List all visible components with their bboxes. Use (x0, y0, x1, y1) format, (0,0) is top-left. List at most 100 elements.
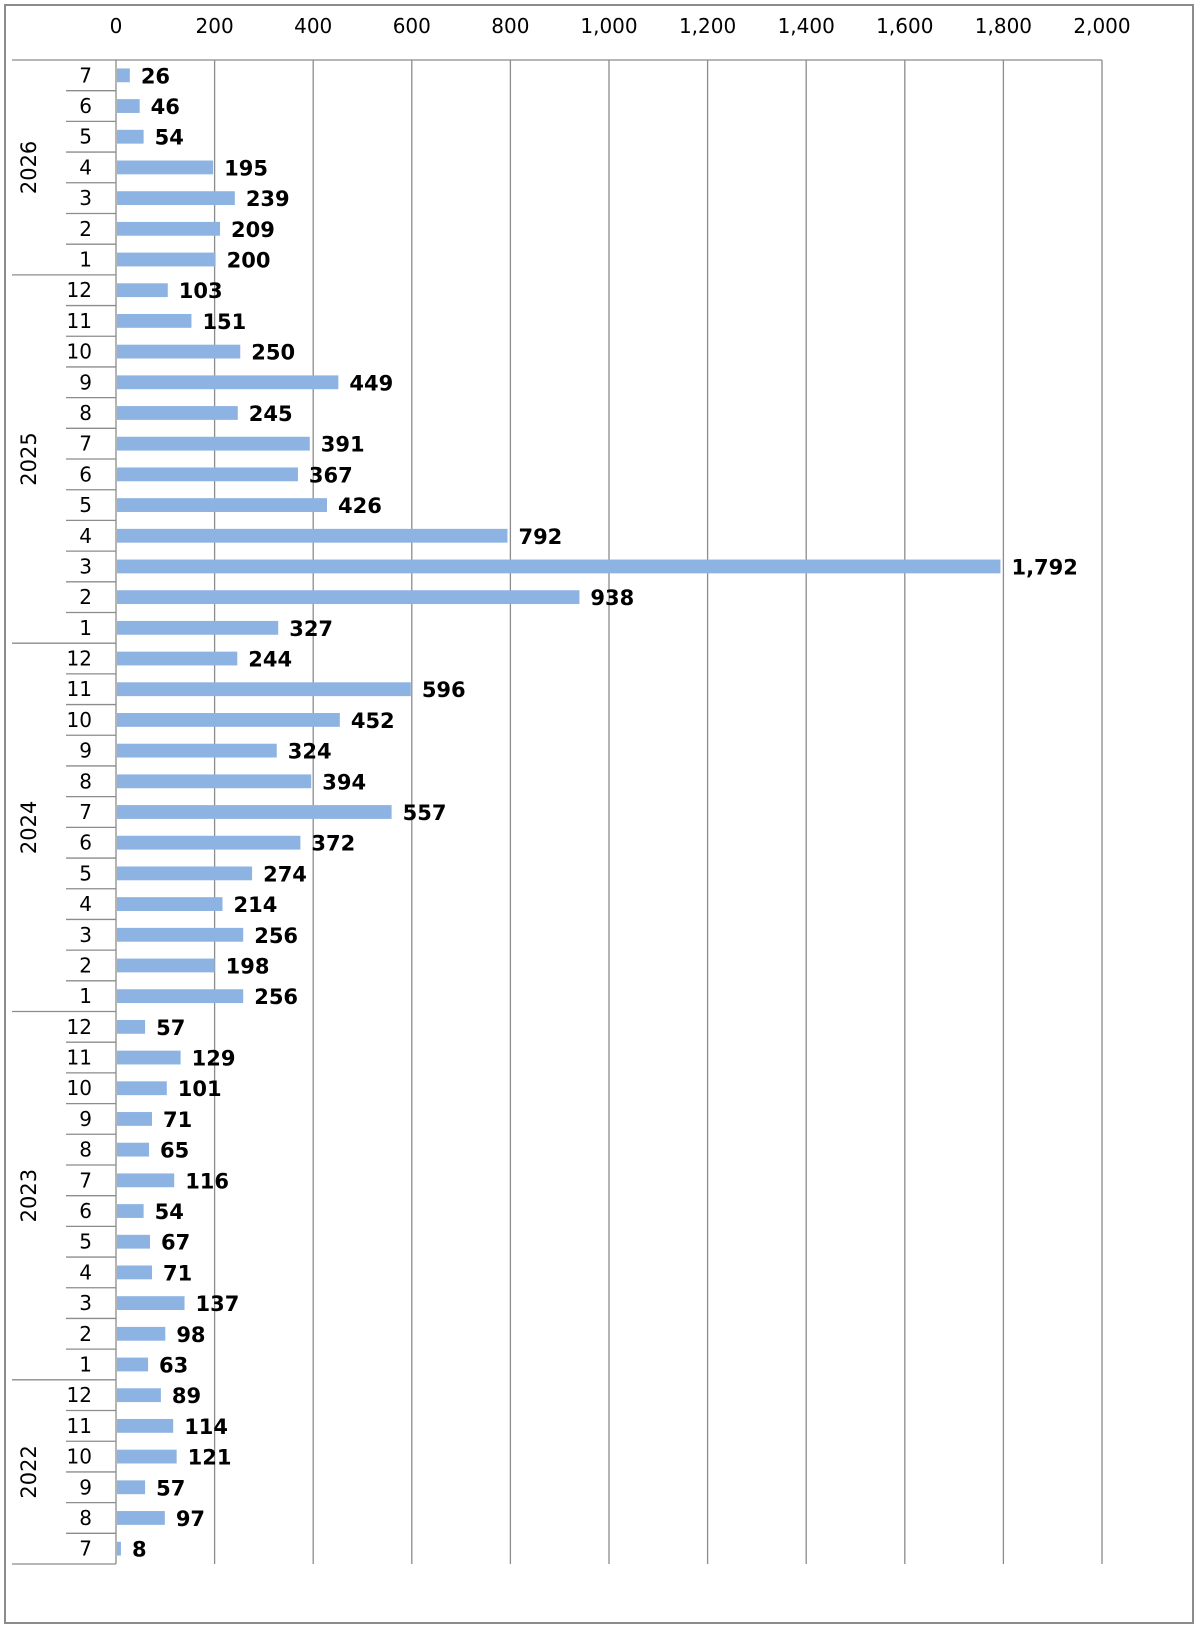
bar (117, 989, 244, 1004)
month-label: 8 (79, 1138, 92, 1162)
month-label: 10 (67, 1445, 92, 1469)
month-label: 7 (79, 1537, 92, 1561)
month-label: 7 (79, 63, 92, 87)
x-tick-label: 400 (294, 14, 332, 38)
month-label: 5 (79, 493, 92, 517)
month-label: 3 (79, 554, 92, 578)
data-label: 137 (196, 1292, 240, 1316)
month-label: 4 (79, 1260, 92, 1284)
data-label: 596 (422, 678, 466, 702)
data-label: 792 (518, 525, 562, 549)
month-label: 4 (79, 155, 92, 179)
bar (117, 1173, 175, 1188)
bar (117, 1081, 167, 1096)
bar (117, 866, 253, 881)
month-label: 2 (79, 585, 92, 609)
data-label: 116 (185, 1169, 229, 1193)
month-label: 8 (79, 401, 92, 425)
data-label: 250 (251, 341, 295, 365)
bar (117, 774, 312, 789)
data-label: 394 (322, 770, 366, 794)
x-tick-label: 0 (110, 14, 123, 38)
year-label: 2025 (17, 432, 41, 485)
data-label: 57 (156, 1016, 185, 1040)
month-label: 3 (79, 1291, 92, 1315)
data-label: 244 (248, 648, 292, 672)
data-label: 372 (311, 832, 355, 856)
bar (117, 528, 508, 543)
month-label: 6 (79, 831, 92, 855)
month-label: 1 (79, 984, 92, 1008)
data-label: 54 (155, 126, 184, 150)
data-label: 557 (403, 801, 447, 825)
data-label: 71 (163, 1261, 192, 1285)
bar (117, 713, 340, 727)
data-label: 426 (338, 494, 382, 518)
month-label: 1 (79, 616, 92, 640)
month-label: 10 (67, 708, 92, 732)
data-label: 324 (288, 740, 332, 764)
month-label: 3 (79, 923, 92, 947)
data-label: 101 (178, 1077, 222, 1101)
data-label: 327 (289, 617, 333, 641)
bar (117, 1265, 153, 1280)
data-label: 245 (249, 402, 293, 426)
bar (117, 1204, 144, 1218)
month-label: 5 (79, 861, 92, 885)
bar (117, 436, 310, 451)
data-label: 114 (184, 1415, 228, 1439)
month-label: 8 (79, 769, 92, 793)
x-tick-label: 1,000 (580, 14, 637, 38)
month-label: 2 (79, 217, 92, 241)
month-label: 10 (67, 340, 92, 364)
bar (117, 590, 580, 605)
year-label: 2022 (17, 1445, 41, 1498)
month-label: 10 (67, 1076, 92, 1100)
month-label: 7 (79, 432, 92, 456)
bar (117, 1019, 146, 1034)
data-label: 54 (155, 1200, 184, 1224)
bar (117, 682, 411, 697)
data-label: 67 (161, 1231, 190, 1255)
month-label: 4 (79, 892, 92, 916)
month-label: 2 (79, 1322, 92, 1346)
x-tick-label: 1,800 (975, 14, 1032, 38)
data-label: 129 (192, 1047, 236, 1071)
bar (117, 313, 192, 328)
month-label: 6 (79, 462, 92, 486)
month-label: 9 (79, 1475, 92, 1499)
month-label: 7 (79, 800, 92, 824)
bar (117, 897, 223, 911)
bar (117, 958, 215, 973)
data-label: 71 (163, 1108, 192, 1132)
month-label: 5 (79, 125, 92, 149)
bar (117, 375, 339, 390)
month-label: 12 (67, 1383, 92, 1407)
bar (117, 1511, 165, 1525)
data-label: 89 (172, 1384, 201, 1408)
month-label: 11 (67, 1414, 92, 1438)
bar (117, 1357, 149, 1372)
month-label: 12 (67, 1015, 92, 1039)
bar (117, 191, 235, 206)
data-label: 57 (156, 1476, 185, 1500)
month-label: 1 (79, 1352, 92, 1376)
bar (117, 1296, 185, 1311)
data-label: 938 (590, 586, 634, 610)
bar (117, 160, 214, 175)
month-label: 4 (79, 524, 92, 548)
year-label: 2026 (17, 141, 41, 194)
data-label: 200 (227, 249, 271, 273)
bar (117, 344, 241, 359)
month-label: 6 (79, 94, 92, 118)
data-label: 195 (224, 156, 268, 180)
bar (117, 1449, 177, 1464)
x-tick-label: 600 (393, 14, 431, 38)
bar (117, 743, 277, 758)
bar (117, 1234, 151, 1249)
chart-frame: 0 200 400 600 800 1,000 1,200 1,400 1,600 1,800 2,… (4, 4, 1194, 1624)
month-label: 7 (79, 1168, 92, 1192)
month-label: 8 (79, 1506, 92, 1530)
data-label: 8 (132, 1538, 147, 1562)
bar (117, 68, 130, 83)
